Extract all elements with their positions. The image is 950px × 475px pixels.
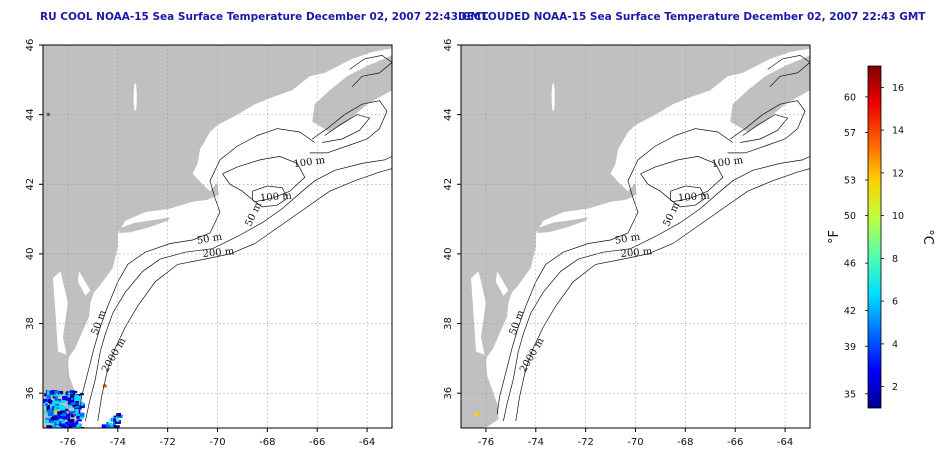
lat-tick-label: 36 (25, 387, 36, 400)
lon-tick-label: -74 (110, 437, 126, 448)
delaware-bay (77, 271, 91, 296)
sst-observations (43, 112, 123, 428)
lat-tick-label: 42 (443, 178, 454, 191)
contour-label: 200 m (620, 246, 653, 260)
lon-tick-label: -64 (777, 437, 793, 448)
lon-tick-label: -68 (259, 437, 275, 448)
lon-tick-label: -66 (727, 437, 743, 448)
lat-tick-label: 44 (443, 108, 454, 121)
lat-tick-label: 42 (25, 178, 36, 191)
contour-label: 100 m (293, 155, 326, 170)
celsius-tick-label: 4 (892, 339, 898, 350)
long-island (537, 217, 589, 233)
contour-label: 50 m (196, 232, 223, 247)
lon-tick-label: -72 (577, 437, 593, 448)
bathymetry-contours (496, 55, 810, 422)
fahrenheit-tick-label: 60 (844, 92, 856, 103)
lat-tick-label: 46 (25, 39, 36, 52)
fahrenheit-tick-label: 53 (844, 176, 856, 187)
colorbar-bar (867, 65, 882, 409)
fahrenheit-tick-label: 39 (844, 342, 856, 353)
lon-tick-label: -72 (159, 437, 175, 448)
sst-observations (474, 412, 479, 417)
fahrenheit-tick-label: 42 (844, 306, 856, 317)
lat-tick-label: 40 (443, 248, 454, 261)
celsius-tick-label: 12 (892, 168, 904, 179)
lon-tick-label: -64 (359, 437, 375, 448)
lat-tick-label: 36 (443, 387, 454, 400)
panel-title-raw: RU COOL NOAA-15 Sea Surface Temperature … (40, 11, 488, 23)
bathymetry-contours (78, 55, 392, 422)
fahrenheit-tick-label: 57 (844, 128, 856, 139)
lon-tick-label: -76 (478, 437, 494, 448)
lake-champlain (133, 83, 137, 112)
lat-tick-label: 38 (443, 317, 454, 330)
lon-tick-label: -70 (209, 437, 225, 448)
lat-tick-label: 40 (25, 248, 36, 261)
delaware-bay (495, 271, 509, 296)
celsius-tick-label: 16 (892, 83, 904, 94)
contour-label: 100 m (260, 191, 293, 205)
contour-label: 100 m (711, 155, 744, 170)
mainland (43, 45, 392, 428)
lon-tick-label: -74 (528, 437, 544, 448)
lat-tick-label: 44 (25, 108, 36, 121)
lon-tick-label: -76 (60, 437, 76, 448)
fahrenheit-unit-label: °F (827, 230, 842, 244)
celsius-tick-label: 10 (892, 211, 904, 222)
lon-tick-label: -70 (627, 437, 643, 448)
chesapeake-bay (53, 271, 68, 355)
celsius-tick-label: 14 (892, 126, 904, 137)
celsius-tick-label: 8 (892, 254, 898, 265)
long-island (119, 217, 171, 233)
celsius-unit-label: °C (920, 229, 935, 245)
lon-tick-label: -66 (309, 437, 325, 448)
lon-tick-label: -68 (677, 437, 693, 448)
fahrenheit-tick-label: 50 (844, 211, 856, 222)
panel-title-declouded: DECLOUDED NOAA-15 Sea Surface Temperatur… (458, 11, 926, 23)
contour-label: 50 m (614, 232, 641, 247)
mainland (461, 45, 810, 428)
chesapeake-bay (471, 271, 486, 355)
contour-label: 200 m (202, 246, 235, 260)
lat-tick-label: 46 (443, 39, 454, 52)
lat-tick-label: 38 (25, 317, 36, 330)
celsius-tick-label: 6 (892, 297, 898, 308)
celsius-tick-label: 2 (892, 382, 898, 393)
fahrenheit-tick-label: 46 (844, 259, 856, 270)
contour-label: 100 m (678, 191, 711, 205)
lake-champlain (551, 83, 555, 112)
fahrenheit-tick-label: 35 (844, 389, 856, 400)
